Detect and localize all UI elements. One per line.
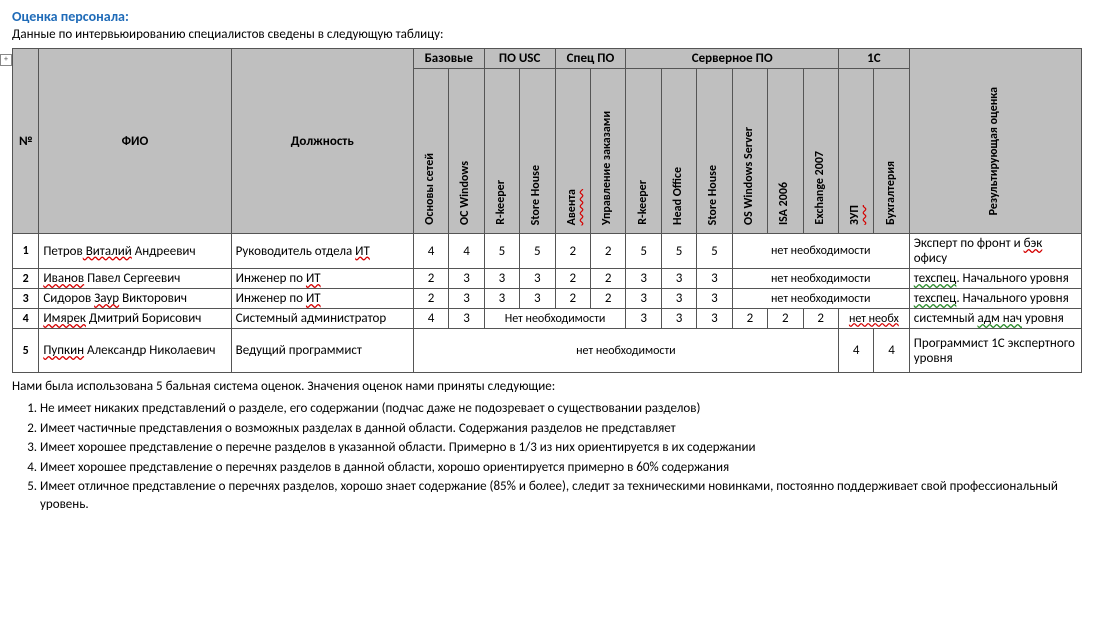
header-skill-7: R-keeper xyxy=(626,69,661,234)
list-item: Имеет отличное представление о перечнях … xyxy=(40,478,1085,513)
header-skill-6: Управление заказами xyxy=(590,69,625,234)
header-position: Должность xyxy=(231,49,413,234)
scale-list: Не имеет никаких представлений о разделе… xyxy=(40,400,1085,513)
header-final: Результирующая оценка xyxy=(909,49,1081,234)
header-skill-13: ЗУП xyxy=(838,69,873,234)
header-skill-1: Основы сетей xyxy=(413,69,448,234)
header-skill-12: Exchange 2007 xyxy=(803,69,838,234)
header-skill-11: ISA 2006 xyxy=(768,69,803,234)
table-row: 4 Имярек Дмитрий Борисович Системный адм… xyxy=(13,309,1082,329)
table-row: 2 Иванов Павел Сергеевич Инженер по ИТ 2… xyxy=(13,269,1082,289)
table-row: 1 Петров Виталий Андреевич Руководитель … xyxy=(13,234,1082,269)
table-anchor-icon: + xyxy=(0,54,12,66)
table-row: 5 Пупкин Александр Николаевич Ведущий пр… xyxy=(13,329,1082,373)
header-skill-2: ОС Windows xyxy=(449,69,484,234)
header-skill-9: Store House xyxy=(697,69,732,234)
header-fio: ФИО xyxy=(39,49,231,234)
header-skill-8: Head Office xyxy=(661,69,696,234)
table-body: 1 Петров Виталий Андреевич Руководитель … xyxy=(13,234,1082,373)
header-group-server: Серверное ПО xyxy=(626,49,839,69)
header-group-base: Базовые xyxy=(413,49,484,69)
section-title: Оценка персонала: xyxy=(12,8,1085,25)
list-item: Имеет частичные представления о возможны… xyxy=(40,420,1085,438)
header-skill-14: Бухгалтерия xyxy=(874,69,909,234)
header-skill-10: OS Windows Server xyxy=(732,69,767,234)
header-group-usc: ПО USC xyxy=(484,49,555,69)
list-item: Имеет хорошее представление о перечне ра… xyxy=(40,439,1085,457)
header-group-spec: Спец ПО xyxy=(555,49,626,69)
header-num: № xyxy=(13,49,39,234)
footer-note: Нами была использована 5 бальная система… xyxy=(12,379,1085,394)
header-skill-5: Авента xyxy=(555,69,590,234)
list-item: Имеет хорошее представление о перечнях р… xyxy=(40,459,1085,477)
list-item: Не имеет никаких представлений о разделе… xyxy=(40,400,1085,418)
header-skill-3: R-keeper xyxy=(484,69,519,234)
header-group-onec: 1С xyxy=(838,49,909,69)
table-row: 3 Сидоров Заур Викторович Инженер по ИТ … xyxy=(13,289,1082,309)
section-subtitle: Данные по интервьюированию специалистов … xyxy=(12,27,1085,42)
evaluation-table: № ФИО Должность Базовые ПО USC Спец ПО С… xyxy=(12,48,1082,373)
header-skill-4: Store House xyxy=(520,69,555,234)
